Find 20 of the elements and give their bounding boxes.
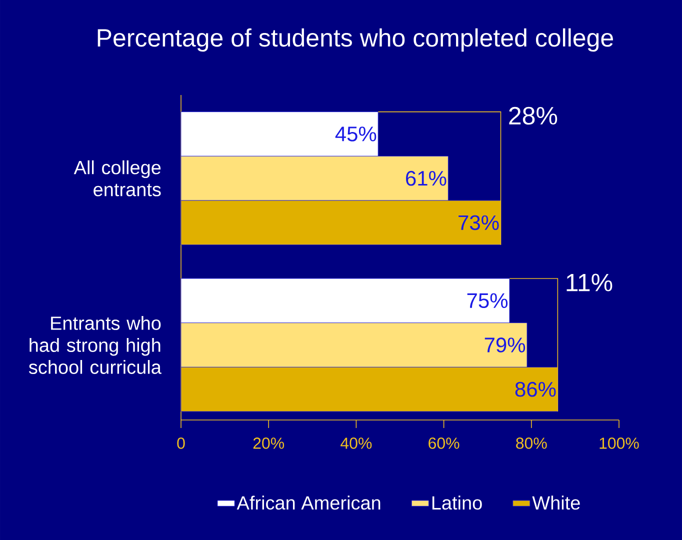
x-tick-label: 80% [516, 438, 547, 449]
y-tick-label: Entrants who had strong high school curricula [28, 316, 162, 374]
y-tick-label: All college entrants [74, 160, 161, 196]
data-label: 45% [335, 126, 376, 142]
x-tick-label: 20% [253, 438, 284, 449]
x-tick-label: 40% [340, 438, 372, 449]
chart-title: Percentage of students who completed college [98, 28, 613, 52]
data-label: 75% [467, 293, 508, 308]
data-label: 61% [406, 170, 446, 186]
data-label: 86% [515, 382, 556, 397]
annotation: 11% [566, 274, 612, 292]
data-label: 79% [484, 338, 526, 352]
legend-label: White [532, 496, 580, 510]
legend-label: African American [236, 496, 380, 510]
x-tick-label: 100% [600, 438, 639, 449]
data-label: 73% [458, 215, 499, 230]
annotation: 28% [509, 106, 558, 125]
x-tick-label: 0 [177, 438, 185, 449]
x-tick-label: 60% [428, 438, 460, 449]
legend-label: Latino [432, 496, 482, 510]
